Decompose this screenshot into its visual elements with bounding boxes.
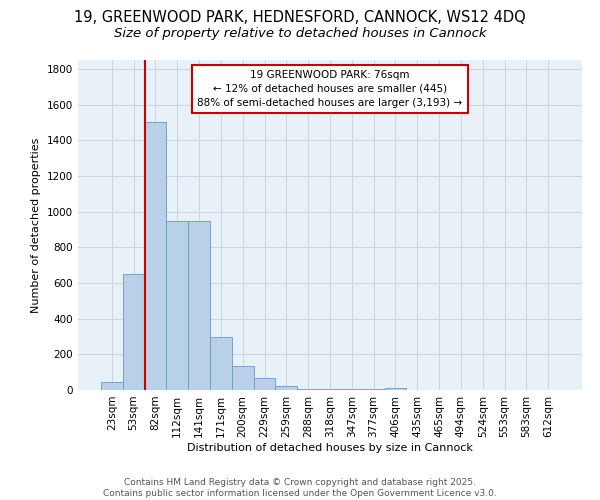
Bar (210, 338, 232, 390)
Text: Contains HM Land Registry data © Crown copyright and database right 2025.
Contai: Contains HM Land Registry data © Crown c… (103, 478, 497, 498)
Bar (166, 220, 188, 390)
Bar (319, 389, 341, 390)
Text: Size of property relative to detached houses in Cannock: Size of property relative to detached ho… (114, 28, 486, 40)
Bar (297, 389, 319, 390)
Bar (385, 388, 406, 390)
Bar (101, 382, 123, 390)
Text: 19 GREENWOOD PARK: 76sqm
← 12% of detached houses are smaller (445)
88% of semi-: 19 GREENWOOD PARK: 76sqm ← 12% of detach… (197, 70, 463, 108)
Y-axis label: Number of detached properties: Number of detached properties (31, 138, 41, 312)
Bar (145, 122, 166, 390)
Text: 19, GREENWOOD PARK, HEDNESFORD, CANNOCK, WS12 4DQ: 19, GREENWOOD PARK, HEDNESFORD, CANNOCK,… (74, 10, 526, 25)
Bar (188, 220, 210, 390)
X-axis label: Distribution of detached houses by size in Cannock: Distribution of detached houses by size … (187, 442, 473, 452)
Bar (275, 386, 297, 390)
Bar (232, 366, 254, 390)
Bar (254, 378, 275, 390)
Bar (123, 274, 145, 390)
